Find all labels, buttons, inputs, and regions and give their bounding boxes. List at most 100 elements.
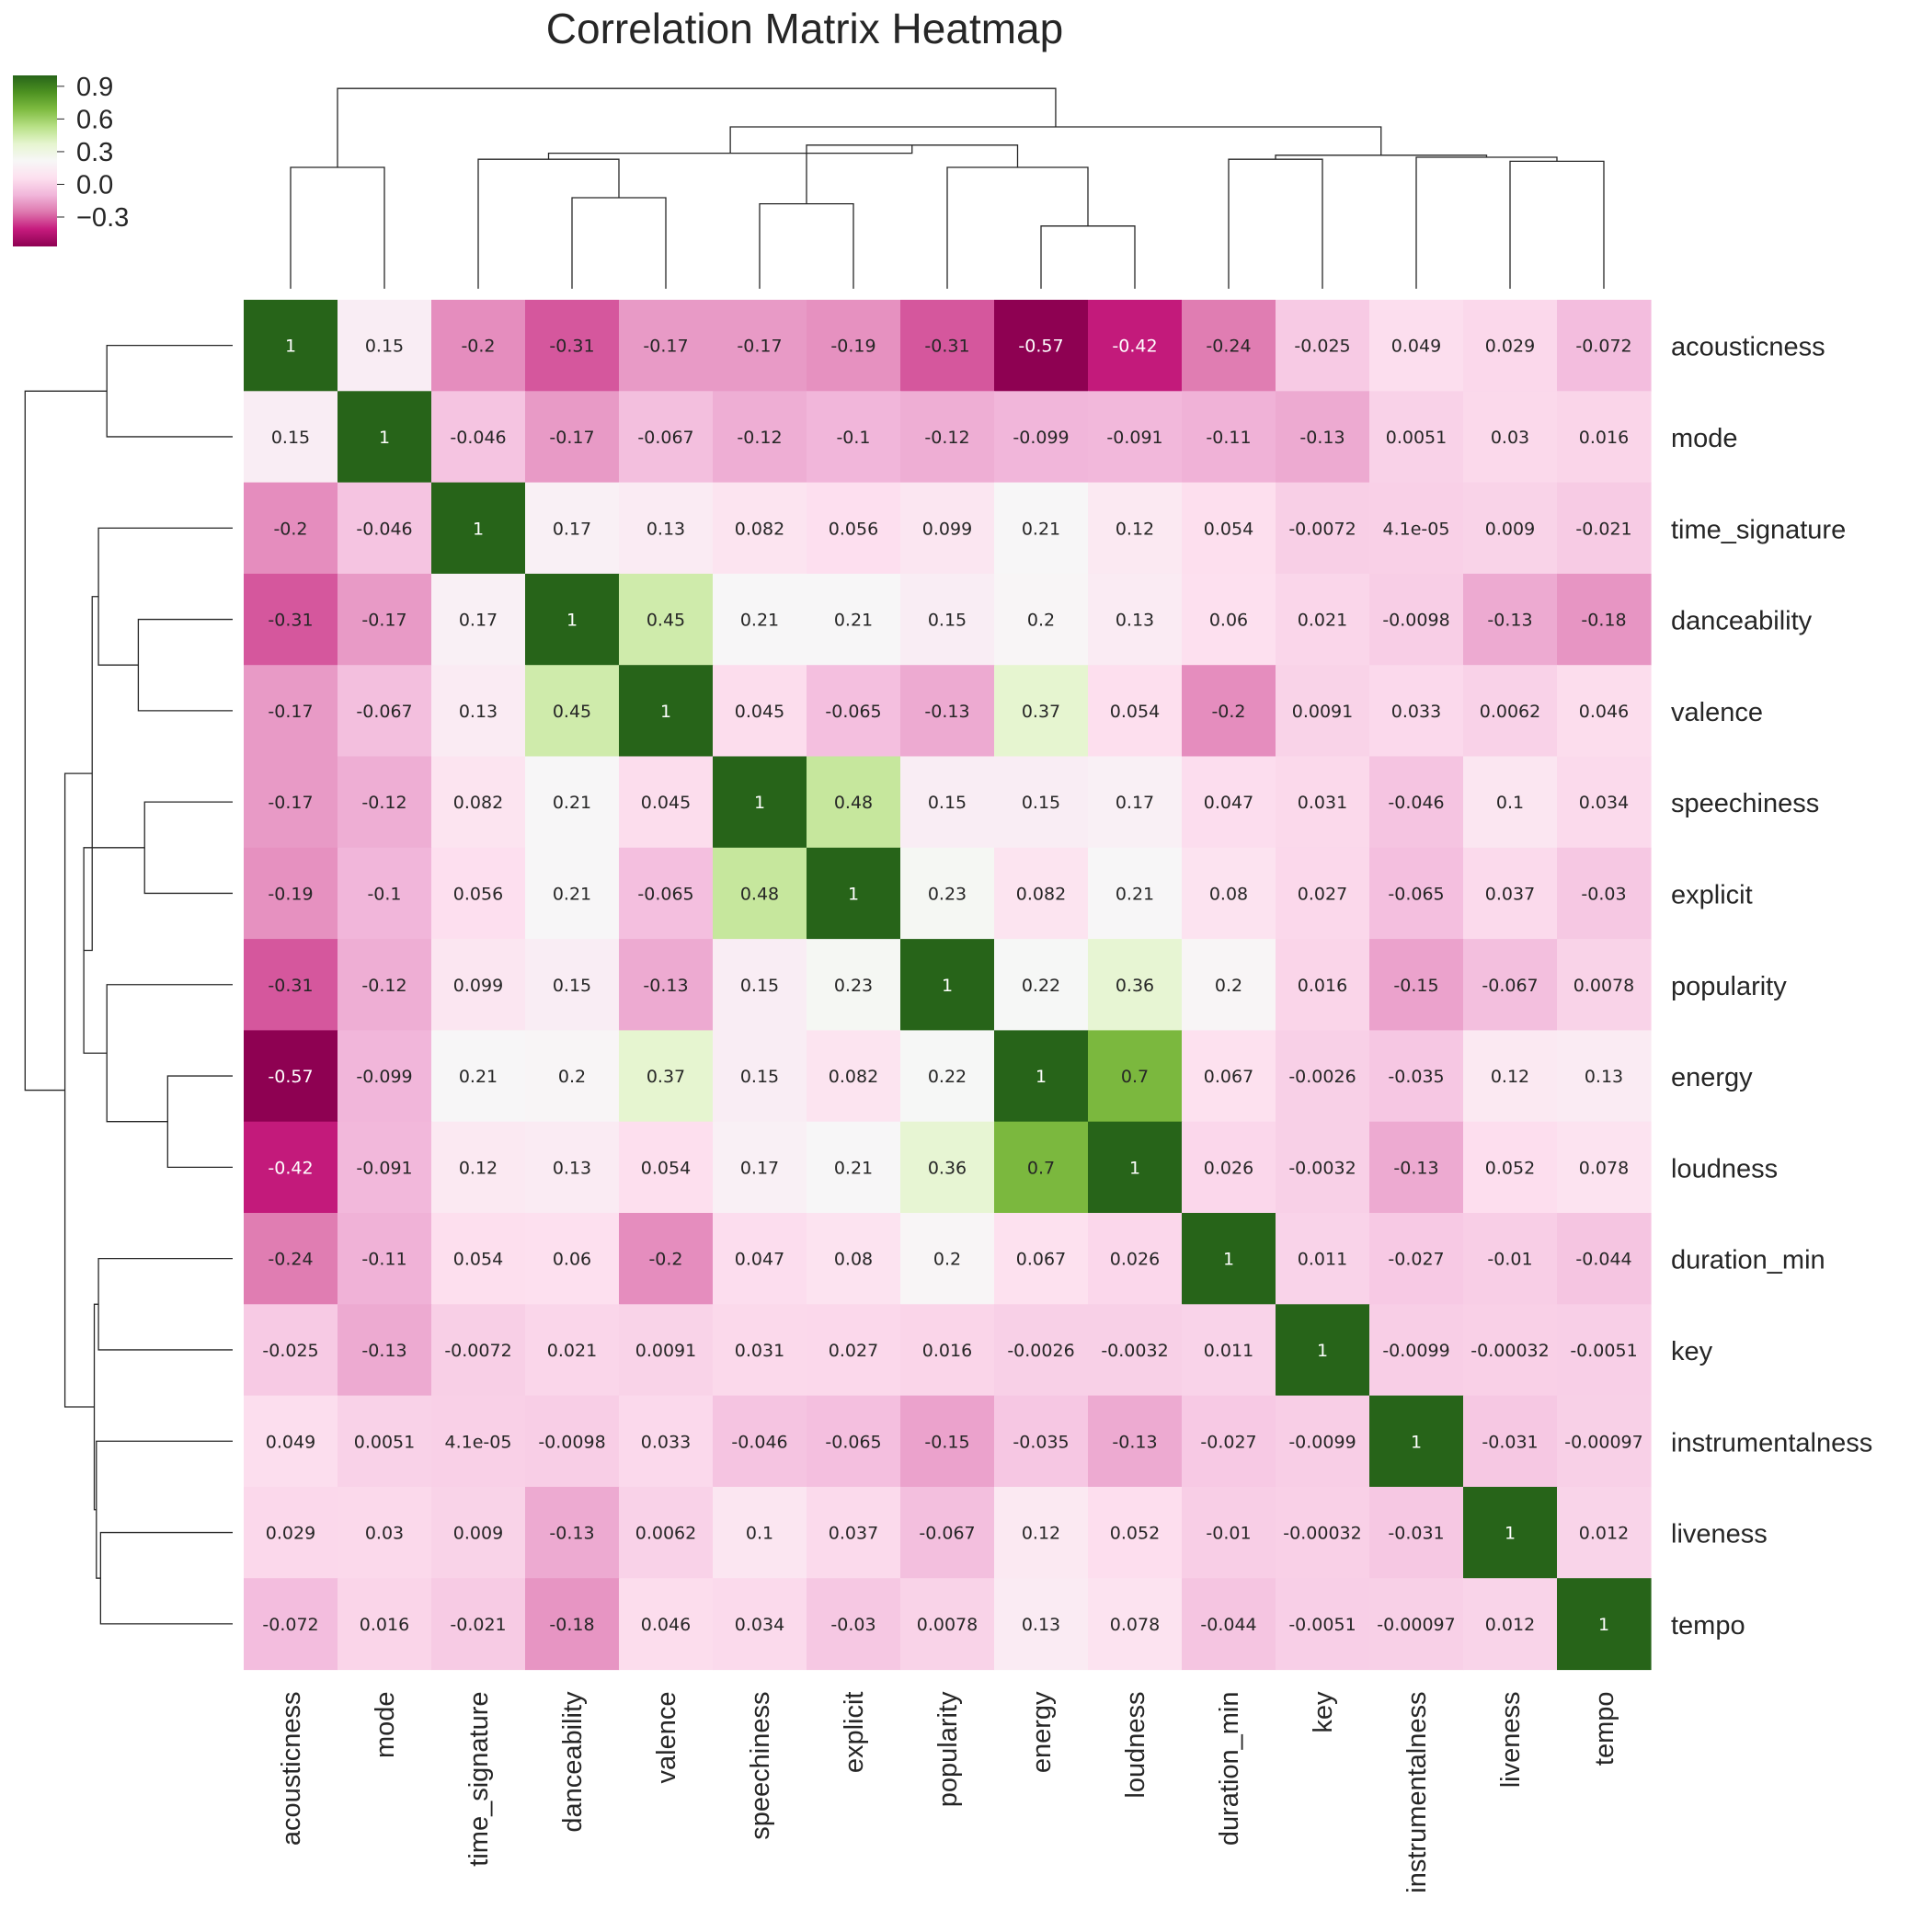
heatmap-cells xyxy=(244,300,1652,1671)
heatmap-cell xyxy=(1369,573,1464,666)
heatmap-cell xyxy=(1463,939,1558,1031)
cell-annotation: -0.0026 xyxy=(1007,1341,1074,1361)
heatmap-cell xyxy=(1276,665,1370,758)
heatmap-cell xyxy=(1088,1486,1183,1579)
cell-annotation: -0.12 xyxy=(924,428,969,448)
column-label: liveness xyxy=(1496,1692,1526,1789)
cell-annotation: 0.06 xyxy=(1209,611,1248,631)
heatmap-cell xyxy=(900,391,995,484)
cell-annotation: 0.13 xyxy=(1022,1615,1060,1635)
cell-annotation: 0.021 xyxy=(547,1341,597,1361)
dendrogram-link xyxy=(106,984,233,1123)
heatmap-cell xyxy=(807,1486,901,1579)
heatmap-cell xyxy=(994,1395,1089,1488)
cell-annotation: -0.065 xyxy=(825,1432,881,1452)
cell-annotation: 0.21 xyxy=(740,611,779,631)
heatmap-cell xyxy=(1463,1030,1558,1123)
cell-annotation: 0.15 xyxy=(271,428,310,448)
heatmap-cell xyxy=(338,391,432,484)
cell-annotation: -0.0026 xyxy=(1288,1067,1356,1087)
heatmap-cell xyxy=(1557,391,1652,484)
heatmap-cell xyxy=(994,665,1089,758)
cell-annotation: 1 xyxy=(285,337,296,357)
cell-annotation: -0.021 xyxy=(450,1615,506,1635)
cell-annotation: 0.23 xyxy=(834,976,873,996)
heatmap-cell xyxy=(994,939,1089,1031)
cell-annotation: -0.31 xyxy=(924,337,969,357)
cell-annotation: -0.027 xyxy=(1388,1250,1444,1270)
cell-annotation: 1 xyxy=(848,884,859,904)
heatmap-cell xyxy=(713,1304,807,1397)
cell-annotation: -0.00032 xyxy=(1283,1524,1361,1544)
row-label: instrumentalness xyxy=(1671,1428,1872,1458)
heatmap-cell xyxy=(994,482,1089,575)
heatmap-cell xyxy=(713,391,807,484)
column-label: energy xyxy=(1027,1691,1057,1773)
column-label: acousticness xyxy=(277,1692,306,1846)
heatmap-cell xyxy=(525,1030,620,1123)
cell-annotation: 0.011 xyxy=(1298,1250,1347,1270)
cell-annotation: 0.15 xyxy=(553,976,591,996)
heatmap-cell xyxy=(244,847,338,940)
heatmap-cell xyxy=(619,1486,714,1579)
cell-annotation: 0.078 xyxy=(1110,1615,1160,1635)
heatmap-cell xyxy=(1182,939,1276,1031)
cell-annotation: -0.13 xyxy=(549,1524,594,1544)
cell-annotation: 0.15 xyxy=(928,611,967,631)
heatmap-cell xyxy=(1463,665,1558,758)
cell-annotation: -0.13 xyxy=(361,1341,406,1361)
cell-annotation: -0.067 xyxy=(637,428,693,448)
heatmap-cell xyxy=(713,573,807,666)
cell-annotation: 0.15 xyxy=(740,976,779,996)
cell-annotation: 0.033 xyxy=(641,1432,691,1452)
heatmap-cell xyxy=(1276,1030,1370,1123)
cell-annotation: -0.00097 xyxy=(1564,1432,1642,1452)
dendrogram-link xyxy=(759,202,854,289)
cell-annotation: 1 xyxy=(1598,1615,1609,1635)
heatmap-cell xyxy=(525,1486,620,1579)
heatmap-cell xyxy=(244,939,338,1031)
heatmap-cell xyxy=(244,1304,338,1397)
dendrogram-link xyxy=(337,87,1057,167)
cell-annotation: 0.21 xyxy=(553,884,591,904)
cell-annotation: -0.065 xyxy=(825,702,881,722)
heatmap-cell xyxy=(1463,1578,1558,1671)
heatmap-cell xyxy=(807,573,901,666)
cell-annotation: 0.0051 xyxy=(354,1432,415,1452)
cell-annotation: 0.06 xyxy=(553,1250,591,1270)
heatmap-cell xyxy=(1369,1395,1464,1488)
cell-annotation: 4.1e-05 xyxy=(445,1432,512,1452)
heatmap-cell xyxy=(807,1121,901,1214)
heatmap-cell xyxy=(900,482,995,575)
heatmap-cell xyxy=(713,482,807,575)
heatmap-cell xyxy=(713,756,807,849)
cell-annotation: 0.045 xyxy=(735,702,784,722)
heatmap-cell xyxy=(338,573,432,666)
column-label: explicit xyxy=(840,1692,869,1774)
cell-annotation: -0.31 xyxy=(549,337,594,357)
heatmap-cell xyxy=(431,1395,526,1488)
heatmap-cell xyxy=(994,300,1089,392)
cell-annotation: -0.13 xyxy=(924,702,969,722)
heatmap-cell xyxy=(1088,573,1183,666)
cell-annotation: 1 xyxy=(942,976,953,996)
cell-annotation: -0.17 xyxy=(361,611,406,631)
dendrogram-link xyxy=(166,1075,233,1168)
row-label: explicit xyxy=(1671,880,1753,909)
cell-annotation: -0.13 xyxy=(1487,611,1532,631)
heatmap-cell xyxy=(1369,300,1464,392)
cell-annotation: -0.12 xyxy=(737,428,782,448)
heatmap-cell xyxy=(807,756,901,849)
heatmap-cell xyxy=(431,482,526,575)
cell-annotation: 0.054 xyxy=(1204,519,1253,539)
heatmap-cell xyxy=(1088,300,1183,392)
cell-annotation: -0.025 xyxy=(262,1341,318,1361)
cell-annotation: 0.12 xyxy=(459,1158,498,1178)
cell-annotation: -0.2 xyxy=(648,1250,682,1270)
heatmap-cell xyxy=(900,573,995,666)
cell-annotation: 0.23 xyxy=(928,884,967,904)
heatmap-cell xyxy=(900,300,995,392)
heatmap-cell xyxy=(1557,1304,1652,1397)
cell-annotation: -0.13 xyxy=(1112,1432,1157,1452)
heatmap-cell xyxy=(244,756,338,849)
